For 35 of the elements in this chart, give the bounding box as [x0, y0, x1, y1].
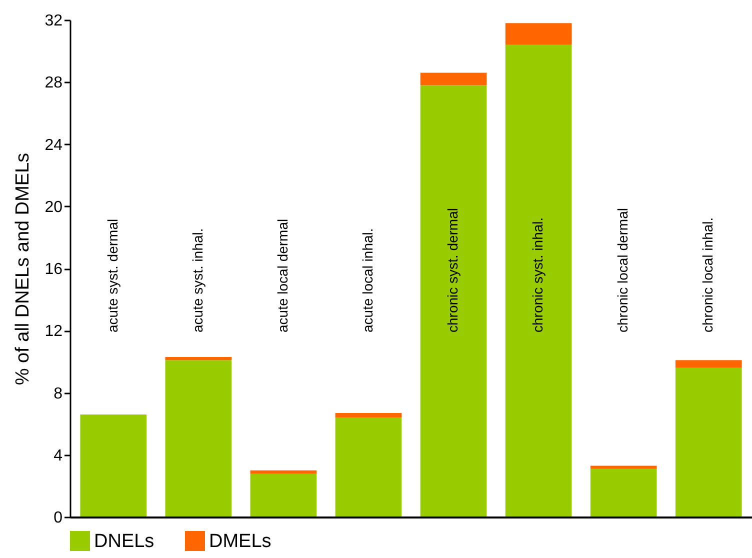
bar: [80, 414, 147, 517]
y-tick-label: 8: [54, 385, 63, 402]
bar: [165, 360, 232, 517]
bar: [675, 368, 742, 517]
x-tick-label: acute local inhal.: [359, 228, 376, 332]
y-tick-label: 4: [54, 447, 63, 464]
y-tick-label: 28: [44, 74, 63, 92]
bar: [505, 44, 572, 517]
bar: [420, 72, 487, 86]
legend-label: DMELs: [209, 531, 272, 552]
x-tick-label: acute local dermal: [274, 218, 290, 332]
x-tick-label: chronic syst. dermal: [444, 208, 461, 332]
y-tick-label: 24: [44, 136, 63, 154]
bar: [250, 470, 317, 474]
y-tick-label: 20: [44, 198, 63, 216]
x-tick-label: chronic syst. inhal.: [530, 217, 546, 332]
y-axis-title: % of all DNELs and DMELs: [12, 152, 34, 386]
x-tick-label: acute syst. inhal.: [189, 228, 206, 332]
bar: [335, 418, 402, 517]
bar: [675, 360, 742, 368]
bar: [335, 412, 402, 418]
y-tick-label: 12: [44, 323, 63, 340]
y-tick-label: 16: [44, 261, 63, 278]
x-tick-label: chronic local inhal.: [700, 217, 716, 332]
bar: [505, 23, 572, 45]
x-tick-label: acute syst. dermal: [104, 218, 120, 332]
legend-label: DNELs: [94, 531, 154, 552]
y-tick-label: 0: [54, 510, 63, 526]
bar: [165, 357, 232, 360]
bar: [420, 85, 487, 517]
bar: [250, 474, 317, 517]
x-tick-label: chronic local dermal: [614, 208, 631, 332]
bar: [590, 468, 657, 517]
bar: [590, 466, 657, 469]
y-tick-label: 32: [44, 12, 63, 30]
